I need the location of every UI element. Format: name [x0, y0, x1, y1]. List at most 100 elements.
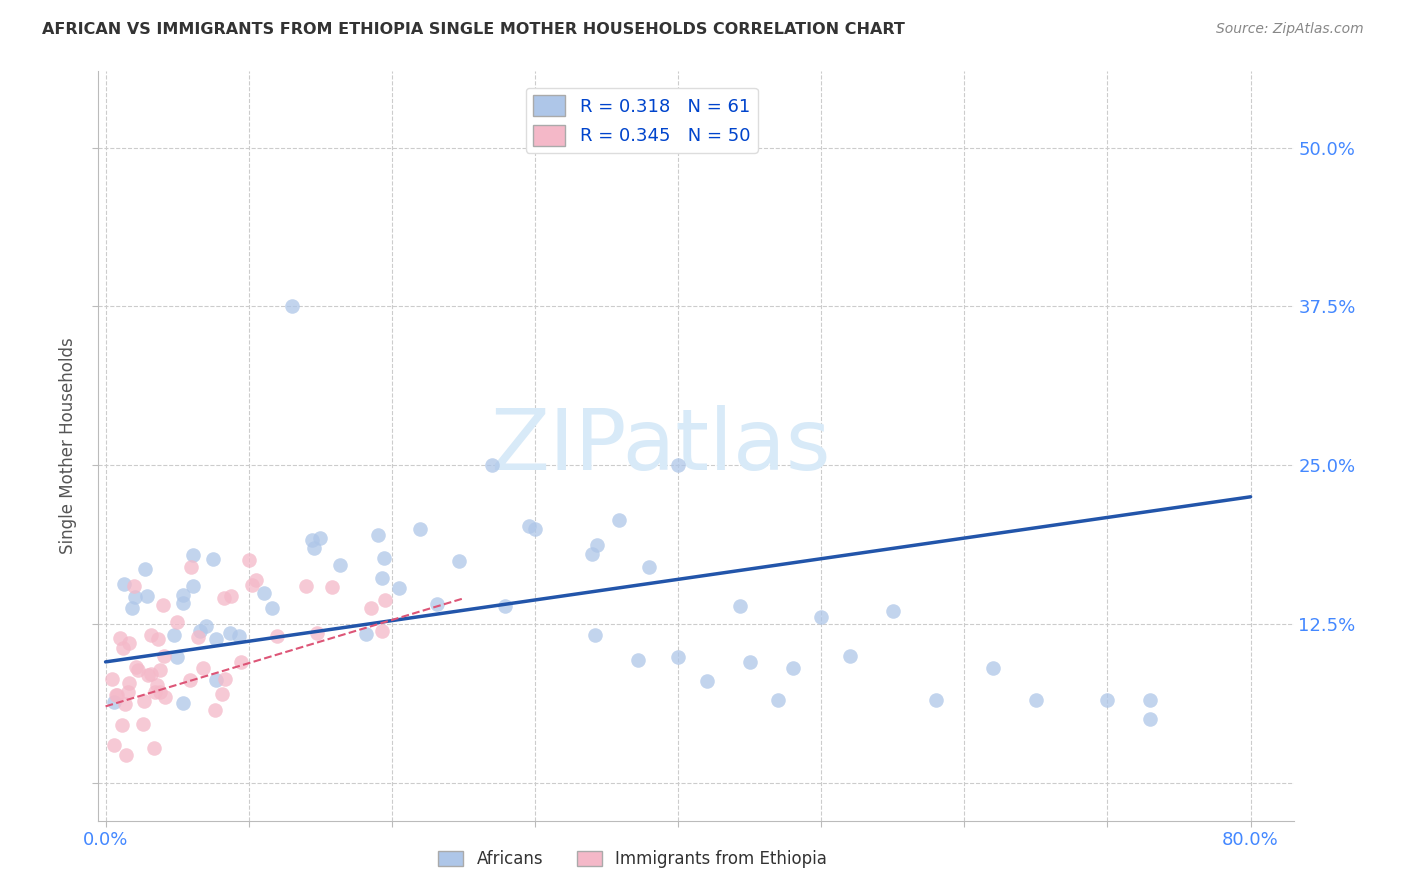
Point	[371, 624, 394, 638]
Point	[782, 661, 804, 675]
Point	[104, 688, 127, 702]
Point	[229, 655, 252, 669]
Point	[118, 676, 141, 690]
Point	[666, 458, 689, 472]
Point	[409, 522, 432, 536]
Point	[354, 627, 377, 641]
Point	[925, 693, 948, 707]
Point	[696, 673, 718, 688]
Point	[201, 552, 224, 566]
Point	[728, 599, 751, 613]
Point	[607, 513, 630, 527]
Point	[152, 598, 174, 612]
Point	[240, 578, 263, 592]
Point	[211, 687, 233, 701]
Point	[374, 593, 396, 607]
Point	[302, 541, 325, 555]
Point	[103, 695, 125, 709]
Point	[110, 631, 132, 645]
Point	[127, 663, 149, 677]
Point	[307, 625, 329, 640]
Point	[309, 531, 332, 545]
Point	[124, 590, 146, 604]
Point	[114, 698, 136, 712]
Point	[153, 648, 176, 663]
Point	[219, 626, 242, 640]
Point	[149, 684, 172, 698]
Point	[172, 696, 194, 710]
Point	[141, 667, 163, 681]
Point	[180, 559, 202, 574]
Text: ZIPatlas: ZIPatlas	[489, 404, 831, 488]
Point	[321, 580, 343, 594]
Point	[981, 661, 1004, 675]
Point	[388, 581, 411, 595]
Point	[187, 630, 209, 644]
Point	[638, 559, 661, 574]
Point	[214, 591, 236, 605]
Point	[301, 533, 323, 547]
Point	[329, 558, 352, 573]
Point	[136, 668, 159, 682]
Point	[122, 579, 145, 593]
Y-axis label: Single Mother Households: Single Mother Households	[59, 338, 77, 554]
Point	[266, 629, 288, 643]
Point	[666, 649, 689, 664]
Point	[447, 554, 470, 568]
Point	[205, 632, 228, 647]
Point	[191, 661, 214, 675]
Point	[373, 550, 395, 565]
Point	[117, 684, 139, 698]
Point	[107, 689, 129, 703]
Point	[121, 601, 143, 615]
Point	[214, 672, 236, 686]
Point	[586, 538, 609, 552]
Point	[1097, 693, 1119, 707]
Point	[367, 528, 389, 542]
Point	[204, 703, 226, 717]
Point	[371, 571, 394, 585]
Point	[228, 630, 250, 644]
Point	[219, 589, 242, 603]
Point	[111, 718, 134, 732]
Point	[117, 636, 139, 650]
Point	[179, 673, 201, 687]
Point	[195, 619, 218, 633]
Point	[134, 694, 156, 708]
Point	[205, 673, 228, 688]
Point	[581, 547, 603, 561]
Legend: Africans, Immigrants from Ethiopia: Africans, Immigrants from Ethiopia	[432, 844, 834, 875]
Point	[101, 672, 124, 686]
Point	[172, 588, 194, 602]
Point	[810, 610, 832, 624]
Point	[146, 678, 169, 692]
Text: AFRICAN VS IMMIGRANTS FROM ETHIOPIA SINGLE MOTHER HOUSEHOLDS CORRELATION CHART: AFRICAN VS IMMIGRANTS FROM ETHIOPIA SING…	[42, 22, 905, 37]
Point	[134, 561, 156, 575]
Point	[517, 518, 540, 533]
Point	[494, 599, 516, 613]
Point	[115, 747, 138, 762]
Point	[523, 522, 546, 536]
Point	[135, 589, 157, 603]
Point	[838, 648, 860, 663]
Point	[143, 685, 166, 699]
Point	[112, 577, 135, 591]
Point	[253, 586, 276, 600]
Point	[583, 628, 606, 642]
Point	[627, 653, 650, 667]
Point	[481, 458, 503, 472]
Point	[139, 628, 162, 642]
Text: Source: ZipAtlas.com: Source: ZipAtlas.com	[1216, 22, 1364, 37]
Point	[426, 597, 449, 611]
Point	[166, 649, 188, 664]
Point	[245, 573, 267, 587]
Point	[166, 615, 188, 630]
Point	[280, 299, 302, 313]
Point	[768, 693, 790, 707]
Point	[295, 579, 318, 593]
Point	[360, 601, 382, 615]
Point	[238, 553, 260, 567]
Point	[132, 716, 155, 731]
Point	[188, 624, 211, 639]
Point	[149, 664, 172, 678]
